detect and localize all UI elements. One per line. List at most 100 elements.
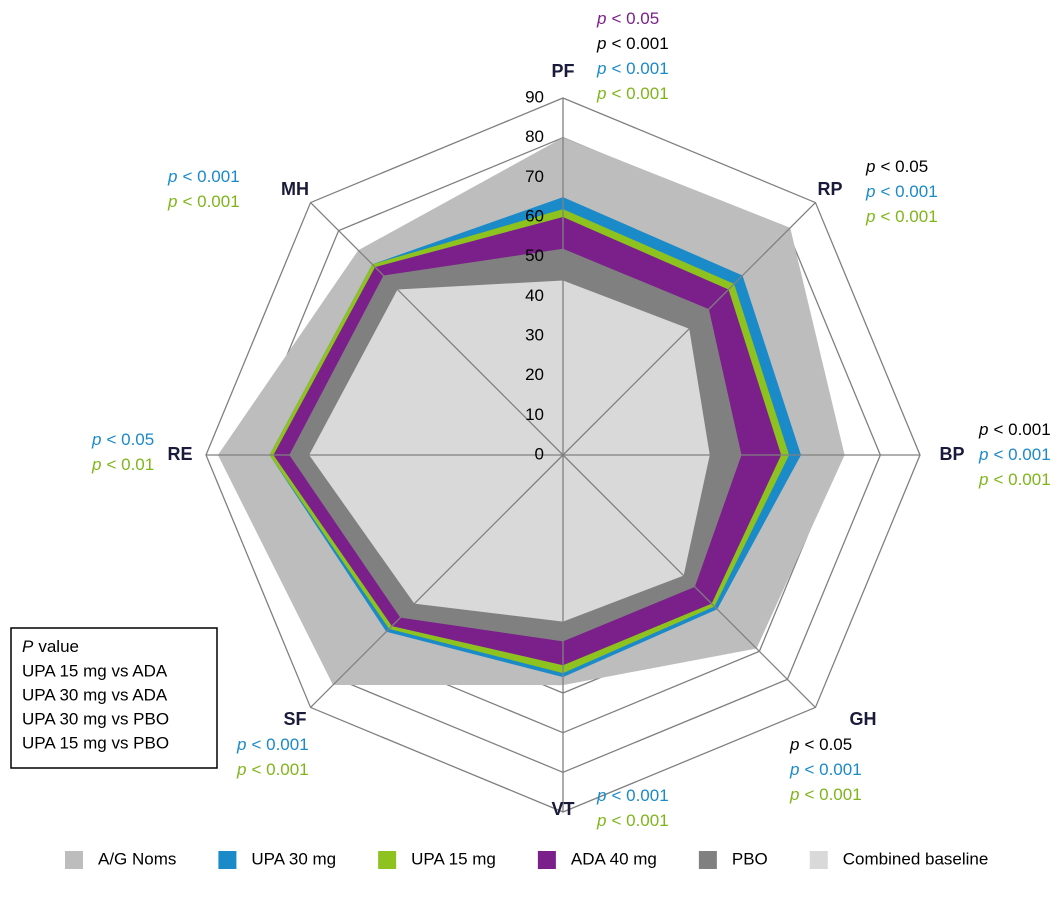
p-value-annotation: p < 0.001 (978, 420, 1051, 439)
p-value-annotation: p < 0.001 (865, 182, 938, 201)
p-text: < 0.001 (182, 167, 239, 186)
p-title: value (38, 637, 79, 656)
legend-swatch (809, 851, 828, 869)
p-symbol: p (865, 157, 875, 176)
p-text: < 0.001 (251, 760, 308, 779)
p-text: < 0.001 (804, 760, 861, 779)
p-value-annotation: p < 0.05 (91, 430, 154, 449)
pvalue-legend-entry: UPA 30 mg vs ADA (22, 685, 168, 704)
y-tick-label: 30 (525, 325, 544, 344)
p-value-annotation: p < 0.001 (789, 760, 862, 779)
p-value-annotation: p < 0.001 (596, 59, 669, 78)
p-value-annotation: p < 0.001 (978, 445, 1051, 464)
p-value-annotation: p < 0.001 (789, 785, 862, 804)
p-value-annotation: p < 0.001 (236, 735, 309, 754)
p-text: < 0.001 (611, 59, 668, 78)
p-text: < 0.001 (993, 445, 1050, 464)
p-text: < 0.001 (611, 811, 668, 830)
p-symbol: p (978, 445, 988, 464)
p-value-annotation: p < 0.001 (865, 207, 938, 226)
p-value-annotation: p < 0.01 (91, 455, 154, 474)
y-tick-label: 70 (525, 167, 544, 186)
pvalue-legend-box (10, 627, 218, 769)
p-symbol: p (167, 167, 177, 186)
p-text: < 0.001 (611, 84, 668, 103)
p-symbol: p (789, 735, 799, 754)
axis-label: GH (850, 709, 877, 729)
legend-label: A/G Noms (98, 849, 176, 868)
p-symbol: p (91, 430, 101, 449)
y-tick-label: 50 (525, 246, 544, 265)
legend-label: Combined baseline (843, 849, 989, 868)
p-symbol: p (596, 811, 606, 830)
p-value-annotation: p < 0.001 (596, 811, 669, 830)
p-text: < 0.001 (880, 182, 937, 201)
series-area (309, 280, 710, 622)
p-symbol: p (596, 84, 606, 103)
spoke (310, 202, 564, 456)
p-text: < 0.01 (106, 455, 154, 474)
pvalue-legend-entry: UPA 15 mg vs ADA (22, 661, 168, 680)
legend-swatch (378, 851, 397, 869)
y-tick-label: 10 (525, 405, 544, 424)
legend-label: ADA 40 mg (571, 849, 657, 868)
p-symbol: p (596, 786, 606, 805)
p-symbol: p (91, 455, 101, 474)
legend-swatch (65, 851, 83, 869)
axis-label: RE (167, 444, 192, 464)
p-symbol: p (789, 760, 799, 779)
axis-label: PF (551, 61, 574, 81)
spoke (562, 454, 816, 708)
p-value-annotation: p < 0.05 (596, 9, 659, 28)
p-symbol: p (596, 9, 606, 28)
p-text: < 0.05 (611, 9, 659, 28)
axis-label: VT (551, 799, 574, 819)
axis-label: MH (281, 179, 309, 199)
p-symbol: p (596, 34, 606, 53)
spoke (562, 202, 816, 456)
p-symbol: p (236, 760, 246, 779)
p-value-annotation: p < 0.001 (978, 470, 1051, 489)
p-text: < 0.05 (106, 430, 154, 449)
p-symbol: p (865, 207, 875, 226)
legend-swatch (218, 851, 237, 869)
p-text: < 0.001 (993, 420, 1050, 439)
axis-label: SF (283, 709, 306, 729)
p-value-annotation: p < 0.05 (789, 735, 852, 754)
axis-label: RP (817, 179, 842, 199)
y-tick-label: 20 (525, 365, 544, 384)
p-symbol: p (596, 59, 606, 78)
p-text: < 0.001 (880, 207, 937, 226)
p-value-annotation: p < 0.001 (167, 192, 240, 211)
p-value-annotation: p < 0.001 (596, 34, 669, 53)
p-value-annotation: p < 0.05 (865, 157, 928, 176)
y-tick-label: 0 (535, 444, 544, 463)
p-text: < 0.001 (611, 34, 668, 53)
p-symbol: p (865, 182, 875, 201)
pvalue-legend-entry: UPA 30 mg vs PBO (22, 709, 169, 728)
pvalue-legend-entry: UPA 15 mg vs PBO (22, 733, 169, 752)
legend-label: UPA 15 mg (411, 849, 496, 868)
p-text: < 0.001 (993, 470, 1050, 489)
y-tick-label: 60 (525, 206, 544, 225)
p-symbol: p (789, 785, 799, 804)
p-text: < 0.05 (804, 735, 852, 754)
p-text: < 0.001 (182, 192, 239, 211)
p-value-annotation: p < 0.001 (236, 760, 309, 779)
p-text: < 0.05 (880, 157, 928, 176)
p-symbol: p (978, 420, 988, 439)
axis-label: BP (939, 444, 964, 464)
p-value-annotation: p < 0.001 (596, 84, 669, 103)
spoke (310, 454, 564, 708)
legend-label: UPA 30 mg (251, 849, 336, 868)
p-symbol: P (22, 637, 34, 656)
p-text: < 0.001 (804, 785, 861, 804)
y-tick-label: 80 (525, 127, 544, 146)
p-value-annotation: p < 0.001 (596, 786, 669, 805)
p-text: < 0.001 (611, 786, 668, 805)
p-symbol: p (978, 470, 988, 489)
legend-swatch (698, 851, 717, 869)
y-tick-label: 40 (525, 286, 544, 305)
